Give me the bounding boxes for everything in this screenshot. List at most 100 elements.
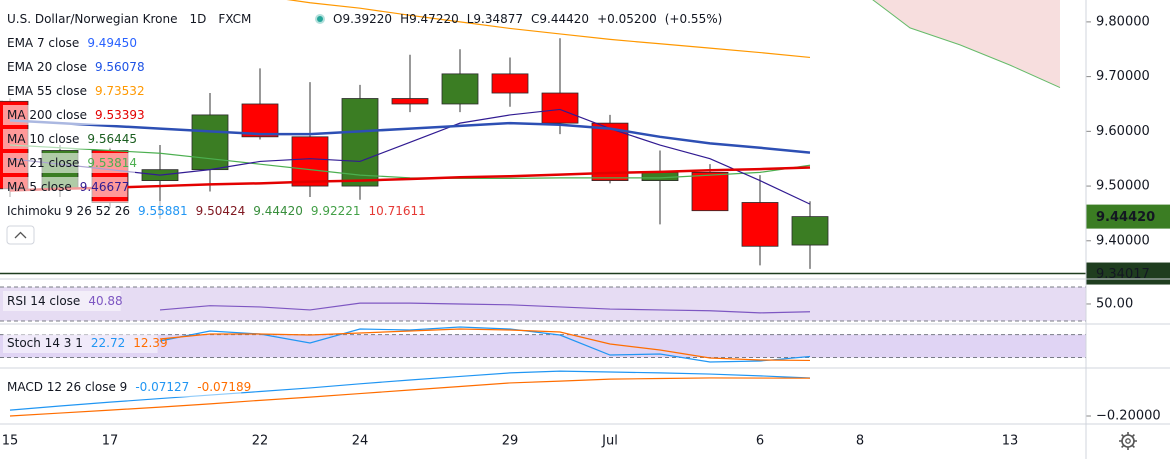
legend-entry: MA 10 close 9.56445 <box>7 132 137 146</box>
legend-bg <box>3 129 135 149</box>
candle-body <box>241 103 279 138</box>
pane-title: RSI 14 close <box>7 294 80 308</box>
legend-name: MA 21 close <box>7 156 79 170</box>
x-tick-label: Jul <box>601 434 618 449</box>
settings-icon[interactable] <box>1119 432 1137 450</box>
y-tick-label: 9.50000 <box>1096 179 1150 194</box>
legend-value: 9.73532 <box>95 84 145 98</box>
candle-body <box>741 202 779 247</box>
legend-value: C9.44420 <box>531 12 589 26</box>
candle-body <box>191 114 229 171</box>
x-tick-label: 6 <box>756 434 764 449</box>
pane-legend: MACD 12 26 close 9 -0.07127 -0.07189 <box>7 380 251 394</box>
x-tick-label: 13 <box>1002 434 1019 449</box>
legend-value: 10.71611 <box>369 204 426 218</box>
gear-teeth <box>1119 432 1137 450</box>
source: FXCM <box>218 12 251 26</box>
legend-bg <box>3 33 135 53</box>
last-price-label: 9.44420 <box>1096 210 1155 225</box>
pane-title: MACD 12 26 close 9 <box>7 380 127 394</box>
candle-body <box>791 216 829 246</box>
legend-name: EMA 55 close <box>7 84 87 98</box>
legend-name: MA 200 close <box>7 108 87 122</box>
y-tick-label: −0.20000 <box>1096 409 1161 424</box>
legend-value: L9.34877 <box>467 12 523 26</box>
indicator-line <box>9 377 811 417</box>
legend-name: Ichimoku 9 26 52 26 <box>7 204 130 218</box>
legend-value: 9.56078 <box>95 60 145 74</box>
x-tick-label: 15 <box>2 434 19 449</box>
candle-body <box>341 98 379 187</box>
indicator-line <box>286 0 811 59</box>
legend-value: 9.49450 <box>87 36 137 50</box>
chart-header: U.S. Dollar/Norwegian Krone 1D FXCM <box>7 12 251 26</box>
status-dot <box>317 16 323 22</box>
legend-layer: U.S. Dollar/Norwegian Krone 1D FXCM O9.3922… <box>3 12 722 397</box>
indicator-line <box>9 370 811 411</box>
legend-bg <box>3 105 143 125</box>
legend-value: 9.44420 <box>253 204 303 218</box>
candle-body <box>541 92 579 124</box>
indicator-line <box>872 0 1061 89</box>
legend-value: 9.56445 <box>87 132 137 146</box>
legend-value: (+0.55%) <box>665 12 723 26</box>
candle-body <box>641 171 679 181</box>
y-tick-label: 9.80000 <box>1096 14 1150 29</box>
legend-value: -0.07189 <box>197 380 251 394</box>
legend-bg <box>3 177 128 197</box>
legend-name: EMA 7 close <box>7 36 79 50</box>
legend-name: MA 5 close <box>7 180 72 194</box>
legend-name: MA 10 close <box>7 132 79 146</box>
candle-body <box>691 171 729 212</box>
pane-title: Stoch 14 3 1 <box>7 336 83 350</box>
legend-entry: EMA 20 close 9.56078 <box>7 60 145 74</box>
legend-value: 9.92221 <box>311 204 361 218</box>
indicator-line <box>9 108 811 205</box>
ichimoku-cloud <box>873 0 1060 88</box>
legend-bg <box>3 153 135 173</box>
pane-legend: RSI 14 close 40.88 <box>7 294 123 308</box>
band-fill <box>0 286 1086 321</box>
indicator-line <box>159 302 811 314</box>
candle-body <box>441 73 479 105</box>
hline-label: 9.34017 <box>1096 267 1150 282</box>
legend-entry: Ichimoku 9 26 52 26 9.55881 9.50424 9.44420… <box>7 204 426 218</box>
interval: 1D <box>189 12 206 26</box>
indicator-line <box>159 328 811 362</box>
x-tick-label: 17 <box>102 434 119 449</box>
y-tick-label: 9.60000 <box>1096 124 1150 139</box>
indicator-line <box>159 326 811 363</box>
pane-legend: Stoch 14 3 1 22.72 12.39 <box>7 336 168 350</box>
legend-value: -0.07127 <box>135 380 189 394</box>
candle-body <box>491 73 529 94</box>
y-tick-label: 50.00 <box>1096 296 1133 311</box>
legend-value: 12.39 <box>133 336 167 350</box>
band-fill <box>0 334 1086 358</box>
candle-body <box>291 136 329 187</box>
ohlc-readout: O9.39220 H9.47220 L9.34877 C9.44420 +0.05200… <box>333 12 722 26</box>
legend-value: 9.55881 <box>138 204 188 218</box>
legend-bg <box>3 201 392 221</box>
legend-bg <box>3 333 158 353</box>
legend-bg <box>3 57 143 77</box>
x-tick-label: 24 <box>352 434 369 449</box>
last-price-box <box>1086 204 1170 229</box>
x-tick-label: 22 <box>252 434 269 449</box>
legend-value: O9.39220 <box>333 12 392 26</box>
collapse-button[interactable] <box>6 225 35 245</box>
legend-value: 9.50424 <box>196 204 246 218</box>
legend-bg <box>3 291 121 311</box>
legend-value: 9.53814 <box>87 156 137 170</box>
collapse-icon <box>14 231 27 239</box>
x-tick-label: 29 <box>502 434 519 449</box>
legend-value: +0.05200 <box>597 12 657 26</box>
legend-bg <box>3 81 143 101</box>
legend-name: EMA 20 close <box>7 60 87 74</box>
legend-entry: MA 5 close 9.46677 <box>7 180 129 194</box>
legend-value: 9.53393 <box>95 108 145 122</box>
legend-bg <box>3 377 242 397</box>
legend-value: 22.72 <box>91 336 125 350</box>
legend-value: H9.47220 <box>400 12 459 26</box>
y-tick-label: 9.40000 <box>1096 233 1150 248</box>
